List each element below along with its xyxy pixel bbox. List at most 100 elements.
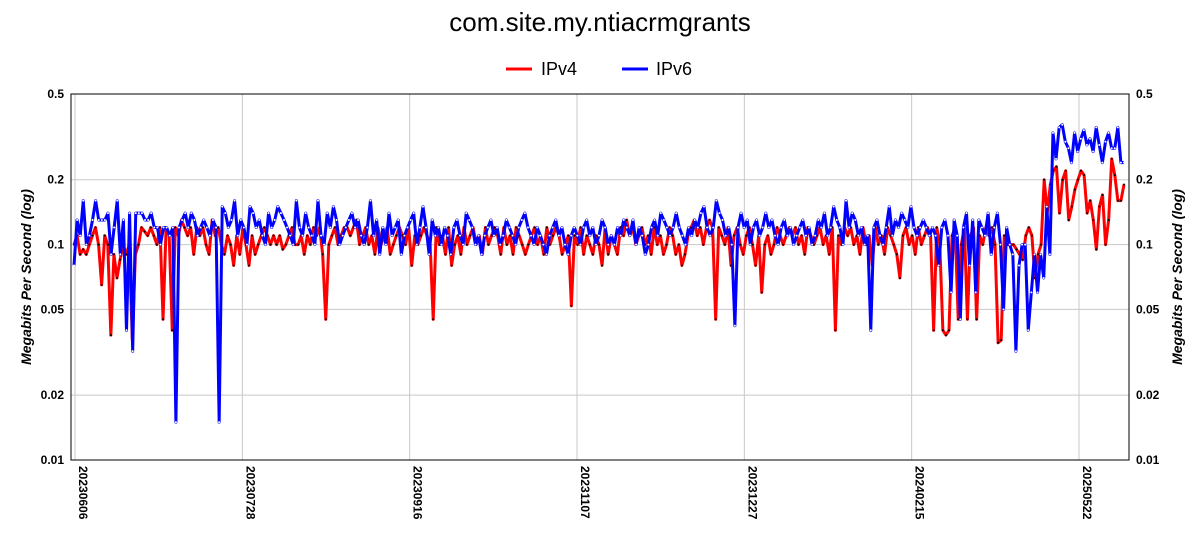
data-point-ipv4 <box>223 253 226 256</box>
data-point-ipv4 <box>898 276 901 279</box>
data-point-ipv4 <box>561 253 564 256</box>
data-point-ipv6 <box>106 212 109 215</box>
data-point-ipv6 <box>1048 253 1051 256</box>
data-point-ipv4 <box>1092 219 1095 222</box>
data-point-ipv6 <box>316 199 319 202</box>
data-point-ipv6 <box>486 226 489 229</box>
data-point-ipv4 <box>714 318 717 321</box>
data-point-ipv4 <box>1024 234 1027 237</box>
data-point-ipv6 <box>533 243 536 246</box>
data-point-ipv6 <box>962 226 965 229</box>
data-point-ipv4 <box>143 230 146 233</box>
data-point-ipv6 <box>928 234 931 237</box>
data-point-ipv4 <box>263 226 266 229</box>
data-point-ipv6 <box>443 226 446 229</box>
data-point-ipv4 <box>115 276 118 279</box>
data-point-ipv6 <box>239 219 242 222</box>
y-tick-label-right: 0.02 <box>1136 388 1160 402</box>
data-point-ipv4 <box>935 226 938 229</box>
data-point-ipv4 <box>171 329 174 332</box>
data-point-ipv6 <box>144 219 147 222</box>
data-point-ipv6 <box>174 421 177 424</box>
data-point-ipv6 <box>449 253 452 256</box>
data-point-ipv6 <box>193 219 196 222</box>
x-axis: 20230606 20230728 20230916 20231107 20231227… <box>76 466 1094 520</box>
data-point-ipv6 <box>851 212 854 215</box>
data-point-ipv4 <box>932 329 935 332</box>
data-point-ipv4 <box>852 243 855 246</box>
data-point-ipv6 <box>567 253 570 256</box>
data-point-ipv4 <box>306 234 309 237</box>
data-point-ipv6 <box>85 243 88 246</box>
data-point-ipv4 <box>1110 157 1113 160</box>
data-point-ipv6 <box>471 226 474 229</box>
data-point-ipv6 <box>1030 291 1033 294</box>
data-point-ipv6 <box>354 226 357 229</box>
data-point-ipv4 <box>201 226 204 229</box>
data-point-ipv4 <box>751 243 754 246</box>
data-point-ipv6 <box>946 234 949 237</box>
data-point-ipv6 <box>594 243 597 246</box>
data-point-ipv4 <box>453 243 456 246</box>
data-point-ipv4 <box>465 243 468 246</box>
data-point-ipv6 <box>872 226 875 229</box>
data-point-ipv6 <box>1055 157 1058 160</box>
data-point-ipv4 <box>822 243 825 246</box>
data-point-ipv6 <box>329 226 332 229</box>
data-point-ipv6 <box>394 226 397 229</box>
data-point-ipv6 <box>879 234 882 237</box>
data-point-ipv6 <box>233 199 236 202</box>
data-point-ipv4 <box>696 234 699 237</box>
data-point-ipv4 <box>183 226 186 229</box>
data-point-ipv4 <box>82 248 85 251</box>
data-point-ipv6 <box>242 226 245 229</box>
data-point-ipv4 <box>392 243 395 246</box>
data-point-ipv6 <box>715 199 718 202</box>
data-point-ipv6 <box>749 243 752 246</box>
data-point-ipv6 <box>536 226 539 229</box>
data-point-ipv6 <box>1092 150 1095 153</box>
data-point-ipv6 <box>919 226 922 229</box>
x-tick-label: 20250522 <box>1080 466 1094 520</box>
data-point-ipv6 <box>434 234 437 237</box>
data-point-ipv6 <box>869 329 872 332</box>
data-point-ipv6 <box>922 219 925 222</box>
data-point-ipv6 <box>548 234 551 237</box>
data-point-ipv6 <box>780 226 783 229</box>
data-point-ipv6 <box>159 243 162 246</box>
data-point-ipv4 <box>1095 248 1098 251</box>
data-point-ipv6 <box>267 212 270 215</box>
data-point-ipv6 <box>499 243 502 246</box>
data-point-ipv6 <box>279 212 282 215</box>
data-point-ipv6 <box>1082 129 1085 132</box>
y-tick-label-right: 0.1 <box>1136 238 1153 252</box>
data-point-ipv6 <box>628 234 631 237</box>
data-point-ipv4 <box>484 226 487 229</box>
data-point-ipv4 <box>1076 178 1079 181</box>
data-point-ipv4 <box>91 234 94 237</box>
data-point-ipv4 <box>1040 243 1043 246</box>
data-point-ipv4 <box>1000 339 1003 342</box>
data-point-ipv6 <box>1113 147 1116 150</box>
data-point-ipv6 <box>554 219 557 222</box>
data-point-ipv6 <box>406 226 409 229</box>
data-point-ipv6 <box>675 212 678 215</box>
data-point-ipv4 <box>303 253 306 256</box>
data-point-ipv6 <box>610 234 613 237</box>
data-point-ipv6 <box>110 253 113 256</box>
data-point-ipv4 <box>152 234 155 237</box>
data-point-ipv4 <box>395 234 398 237</box>
data-point-ipv6 <box>656 234 659 237</box>
data-point-ipv6 <box>517 226 520 229</box>
data-point-ipv4 <box>766 234 769 237</box>
data-point-ipv6 <box>542 243 545 246</box>
data-point-ipv6 <box>196 234 199 237</box>
data-point-ipv4 <box>447 226 450 229</box>
data-point-ipv6 <box>153 226 156 229</box>
data-point-ipv6 <box>162 226 165 229</box>
data-point-ipv4 <box>674 253 677 256</box>
data-point-ipv6 <box>459 234 462 237</box>
y-tick-label-left: 0.2 <box>47 173 64 187</box>
data-point-ipv4 <box>567 234 570 237</box>
data-point-ipv4 <box>1055 165 1058 168</box>
